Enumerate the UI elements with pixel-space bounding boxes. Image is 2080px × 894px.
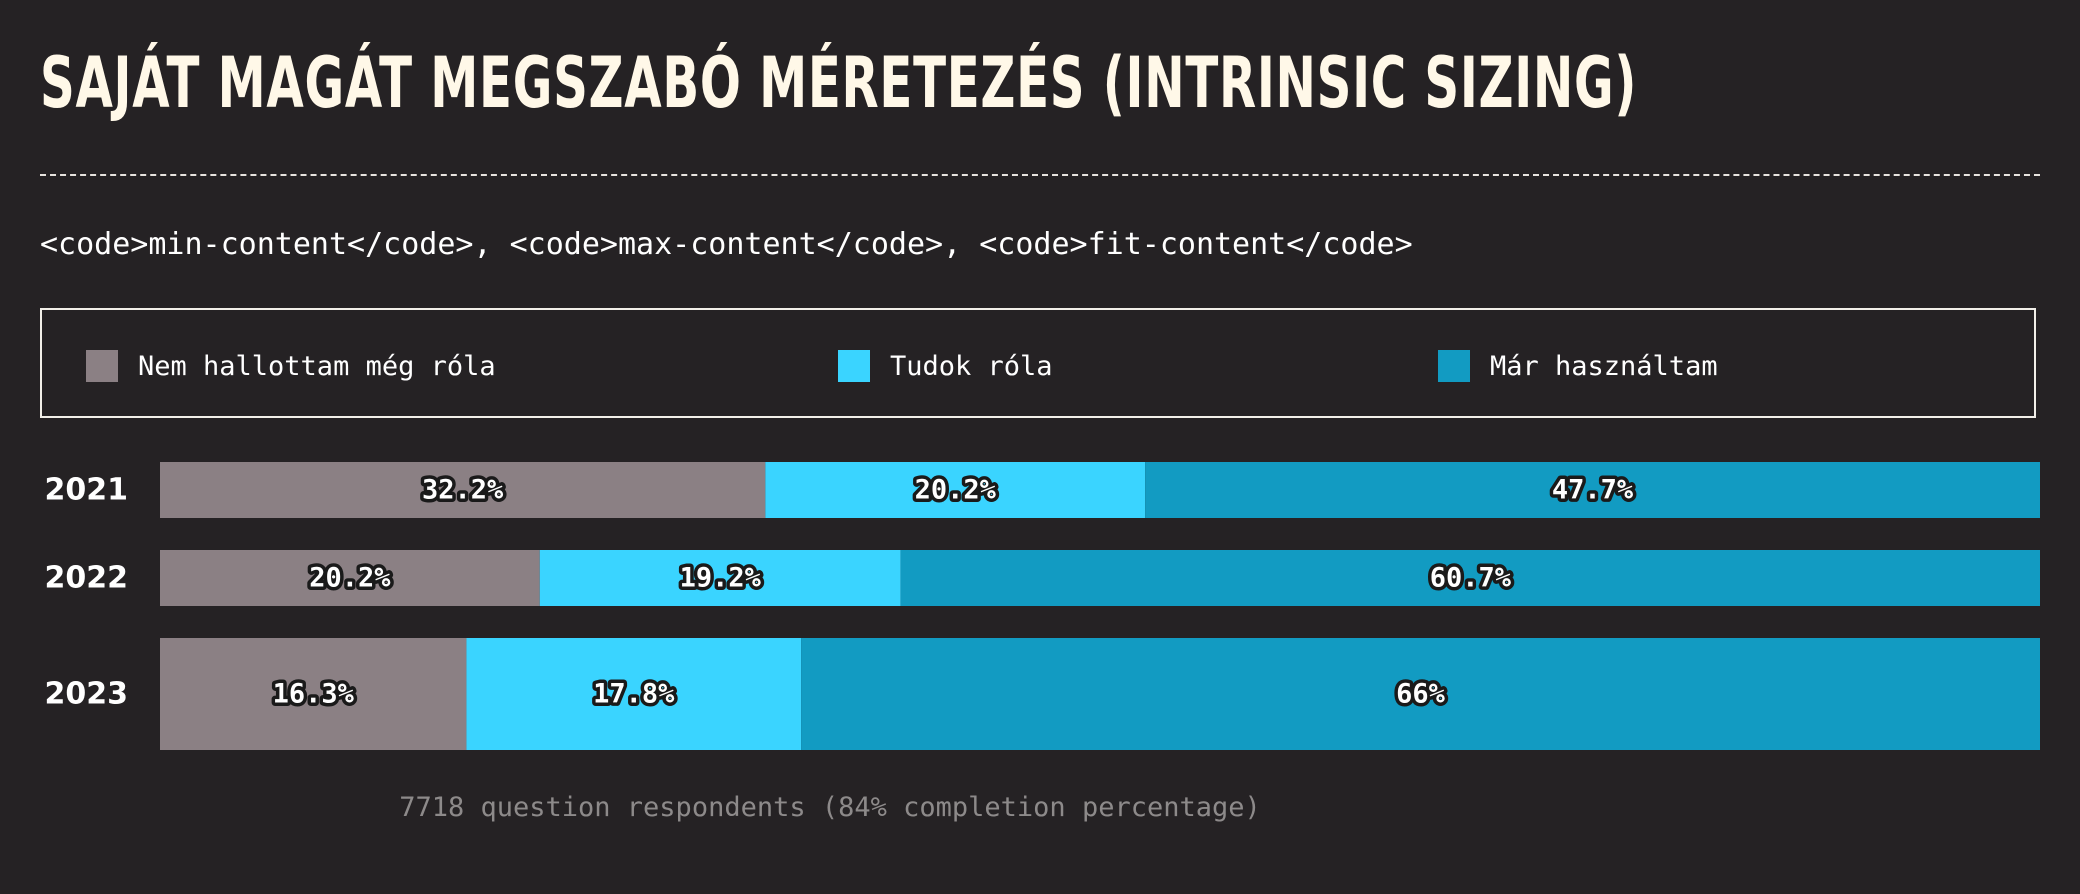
data-label-2023-used-it: 66%: [1396, 679, 1446, 710]
data-label-2023-never-heard: 16.3%: [273, 679, 355, 710]
bar-segment-2022-used-it[interactable]: [900, 550, 2040, 606]
bar-segment-2023-know-about[interactable]: [466, 638, 802, 750]
legend-label-used-it: Már használtam: [1490, 350, 1718, 382]
data-label-2023-know-about: 17.8%: [593, 679, 675, 710]
bar-segment-2023-never-heard[interactable]: [160, 638, 467, 750]
legend-item-used-it[interactable]: Már használtam: [1438, 350, 1718, 382]
divider: [40, 174, 2040, 176]
chart-title: SAJÁT MAGÁT MEGSZABÓ MÉRETEZÉS (INTRINSI…: [40, 42, 1638, 124]
bar-segment-2021-know-about[interactable]: [765, 462, 1146, 518]
legend-swatch-know-about: [838, 350, 870, 382]
chart-subtitle: <code>min-content</code>, <code>max-cont…: [40, 227, 1413, 262]
data-label-2022-never-heard: 20.2%: [309, 563, 391, 594]
data-label-2021-know-about: 20.2%: [915, 475, 997, 506]
legend-label-know-about: Tudok róla: [890, 350, 1053, 382]
legend-item-never-heard[interactable]: Nem hallottam még róla: [86, 350, 496, 382]
bar-segment-2021-never-heard[interactable]: [160, 462, 766, 518]
data-label-2022-used-it: 60.7%: [1430, 563, 1512, 594]
bar-segment-2022-never-heard[interactable]: [160, 550, 540, 606]
year-label-2021: 2021: [45, 473, 129, 508]
legend-swatch-never-heard: [86, 350, 118, 382]
legend-label-never-heard: Nem hallottam még róla: [138, 350, 496, 382]
data-label-2022-know-about: 19.2%: [680, 563, 762, 594]
legend-swatch-used-it: [1438, 350, 1470, 382]
legend: Nem hallottam még róla Tudok róla Már ha…: [40, 308, 2036, 418]
bar-segment-2022-know-about[interactable]: [539, 550, 901, 606]
bar-segment-2021-used-it[interactable]: [1145, 462, 2040, 518]
legend-item-know-about[interactable]: Tudok róla: [838, 350, 1053, 382]
respondents-note: 7718 question respondents (84% completio…: [399, 792, 1261, 823]
data-label-2021-never-heard: 32.2%: [422, 475, 504, 506]
bar-segment-2023-used-it[interactable]: [801, 638, 2040, 750]
data-label-2021-used-it: 47.7%: [1552, 475, 1634, 506]
year-label-2023: 2023: [45, 677, 129, 712]
year-label-2022: 2022: [45, 561, 129, 596]
